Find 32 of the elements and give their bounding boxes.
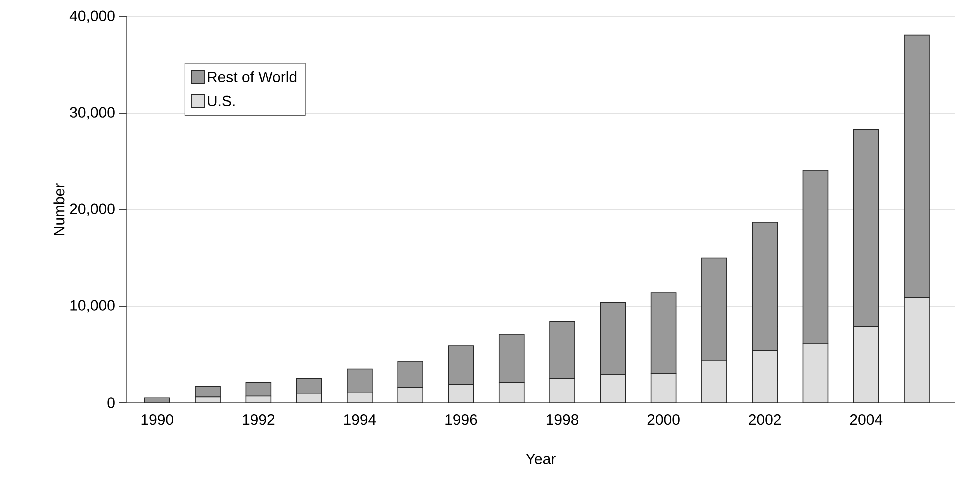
y-tick-label: 40,000 bbox=[70, 10, 115, 24]
y-axis-title: Number bbox=[54, 184, 65, 236]
bar bbox=[448, 346, 474, 386]
bar bbox=[702, 258, 728, 361]
legend-label: Rest of World bbox=[208, 72, 297, 83]
bar bbox=[296, 378, 322, 394]
bar bbox=[347, 368, 373, 393]
x-tick-label: 2000 bbox=[648, 414, 680, 426]
bar bbox=[752, 222, 778, 352]
legend-label: U.S. bbox=[208, 96, 235, 106]
x-tick-label: 1996 bbox=[446, 414, 478, 426]
x-tick-label: 1990 bbox=[142, 414, 174, 426]
x-tick-label: 1992 bbox=[243, 414, 275, 426]
bar bbox=[650, 292, 677, 374]
bar bbox=[904, 34, 930, 298]
y-tick-label: 10,000 bbox=[70, 300, 115, 313]
bar bbox=[600, 302, 626, 376]
y-tick-label: 30,000 bbox=[70, 107, 115, 120]
bar bbox=[398, 361, 424, 388]
bar bbox=[498, 334, 525, 384]
y-tick-label: 0 bbox=[108, 398, 115, 408]
y-tick-label: 20,000 bbox=[70, 204, 115, 216]
bar bbox=[802, 170, 829, 345]
bar bbox=[853, 130, 880, 328]
x-tick-label: 1998 bbox=[546, 414, 579, 426]
x-axis-title: Year bbox=[526, 454, 556, 464]
bar bbox=[246, 382, 272, 397]
x-tick-label: 1994 bbox=[344, 414, 376, 426]
x-tick-label: 2004 bbox=[850, 414, 883, 426]
bar bbox=[550, 322, 576, 380]
x-tick-label: 2002 bbox=[749, 414, 782, 426]
bar bbox=[195, 386, 221, 398]
